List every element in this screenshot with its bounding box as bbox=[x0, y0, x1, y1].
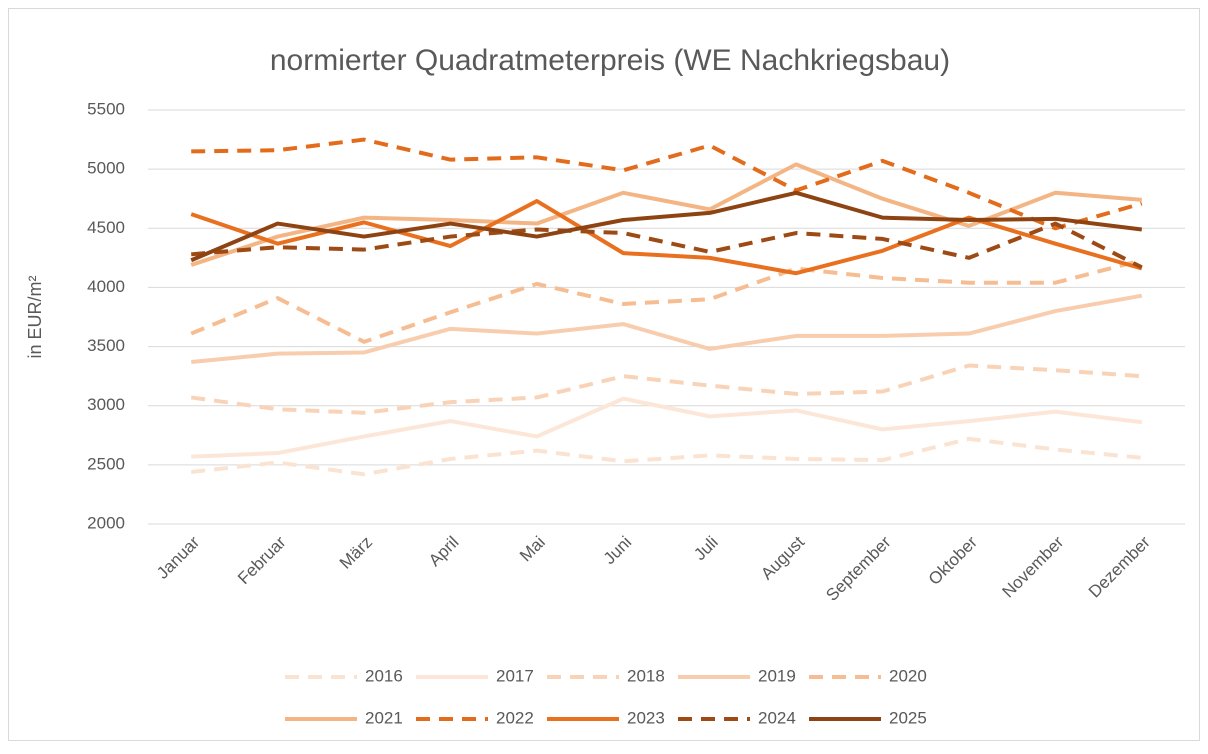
y-tick-label: 3000 bbox=[87, 395, 125, 414]
y-tick-label: 4500 bbox=[87, 218, 125, 237]
legend-label: 2022 bbox=[496, 708, 534, 727]
series-line bbox=[191, 293, 1143, 364]
chart-title: normierter Quadratmeterpreis (WE Nachkri… bbox=[270, 44, 950, 77]
legend-label: 2016 bbox=[365, 666, 403, 685]
legend-label: 2025 bbox=[889, 708, 927, 727]
legend-label: 2024 bbox=[758, 708, 796, 727]
chart-border bbox=[8, 8, 1200, 741]
legend-label: 2019 bbox=[758, 666, 796, 685]
legend-label: 2021 bbox=[365, 708, 403, 727]
y-tick-label: 4000 bbox=[87, 277, 125, 296]
y-tick-label: 2500 bbox=[87, 454, 125, 473]
series-line bbox=[190, 199, 1143, 276]
y-tick-label: 2000 bbox=[87, 513, 125, 532]
legend-label: 2020 bbox=[889, 666, 927, 685]
series-line bbox=[190, 190, 1143, 263]
legend-label: 2017 bbox=[496, 666, 534, 685]
series-line bbox=[191, 396, 1143, 459]
legend-label: 2018 bbox=[627, 666, 665, 685]
series-line bbox=[190, 258, 1143, 344]
y-tick-label: 5500 bbox=[87, 99, 125, 118]
legend-label: 2023 bbox=[627, 708, 665, 727]
y-axis-label: in EUR/m² bbox=[25, 275, 45, 358]
y-tick-label: 5000 bbox=[87, 159, 125, 178]
y-tick-label: 3500 bbox=[87, 336, 125, 355]
